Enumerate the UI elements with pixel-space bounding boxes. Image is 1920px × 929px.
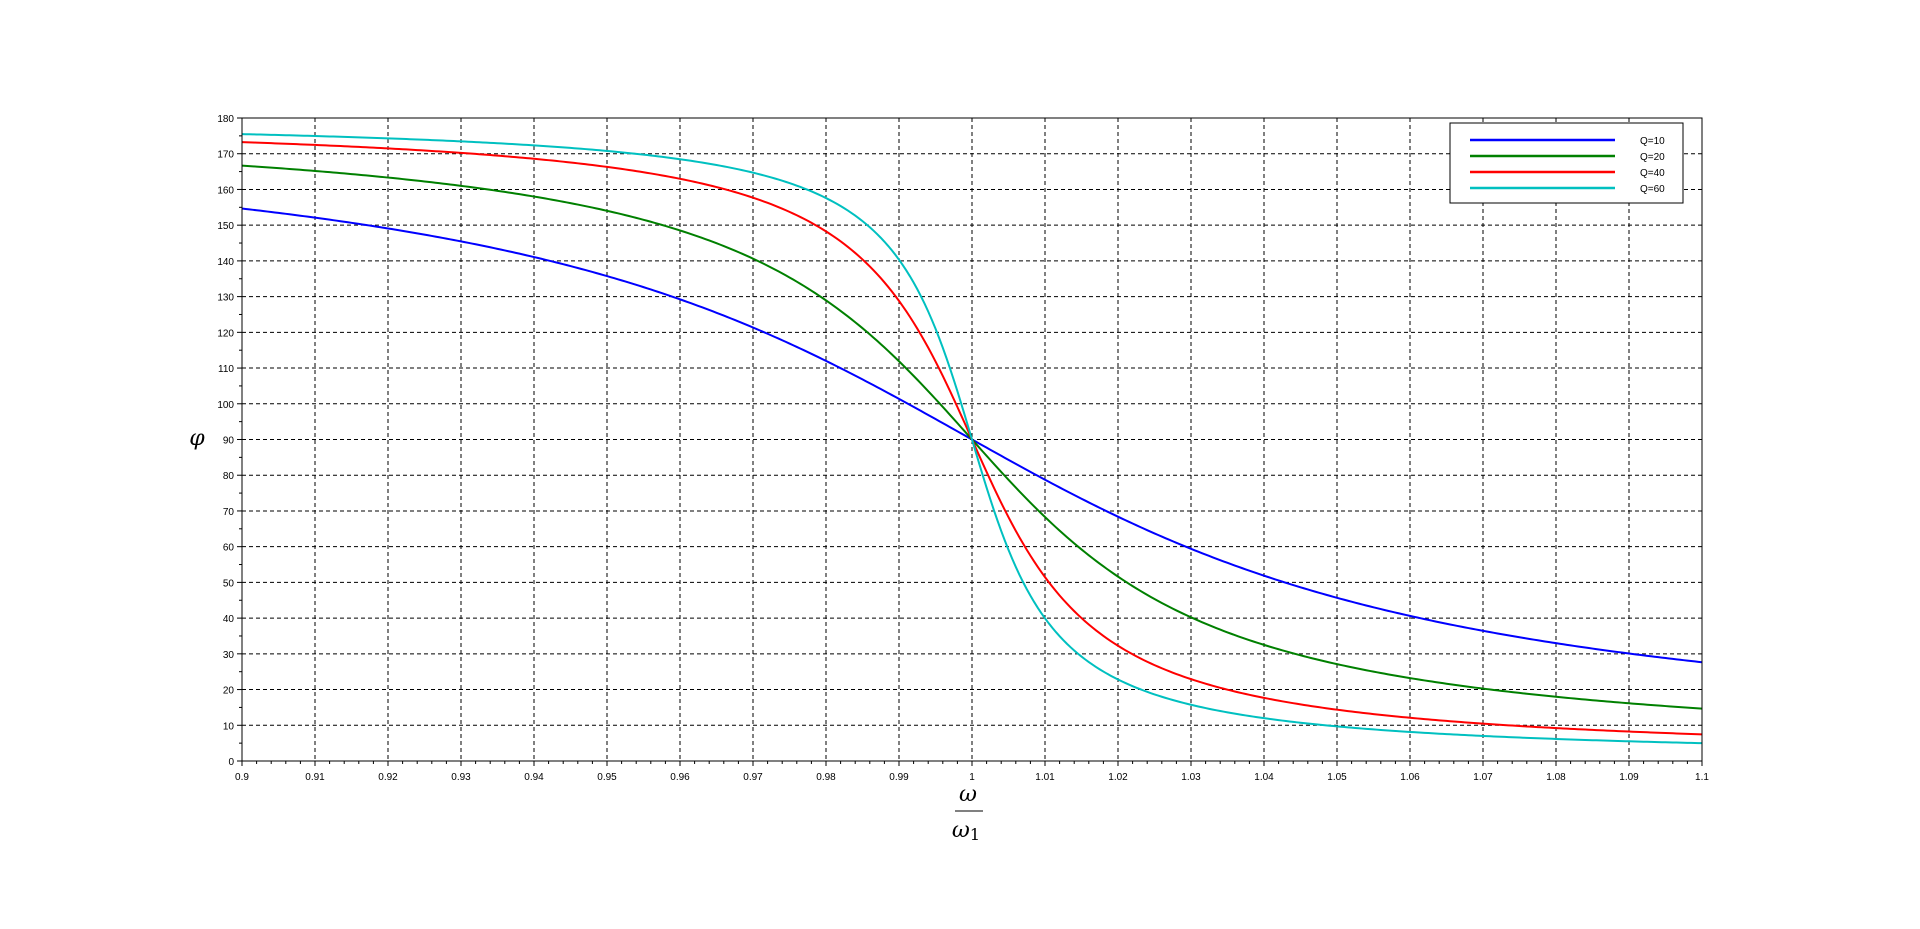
x-tick-label: 1.07 bbox=[1473, 772, 1493, 783]
x-tick-label: 1.05 bbox=[1327, 772, 1347, 783]
x-tick-label: 1.03 bbox=[1181, 772, 1201, 783]
y-tick-label: 170 bbox=[217, 150, 234, 161]
x-tick-label: 0.99 bbox=[889, 772, 909, 783]
legend-label-q-20: Q=20 bbox=[1640, 152, 1665, 163]
legend-label-q-40: Q=40 bbox=[1640, 168, 1665, 179]
x-tick-label: 0.94 bbox=[524, 772, 544, 783]
legend-box bbox=[1449, 122, 1684, 204]
x-tick-label: 0.92 bbox=[378, 772, 398, 783]
y-tick-label: 90 bbox=[223, 436, 235, 447]
y-tick-label: 150 bbox=[217, 221, 234, 232]
y-tick-label: 20 bbox=[223, 686, 235, 697]
x-tick-label: 0.97 bbox=[743, 772, 763, 783]
x-tick-label: 1.01 bbox=[1035, 772, 1055, 783]
x-axis-label-denominator-base: ω bbox=[952, 818, 970, 843]
x-tick-label: 1.1 bbox=[1695, 772, 1709, 783]
legend-label-q-60: Q=60 bbox=[1640, 184, 1665, 195]
grid bbox=[242, 118, 1702, 761]
y-tick-label: 120 bbox=[217, 328, 234, 339]
y-tick-label: 30 bbox=[223, 650, 235, 661]
y-tick-label: 50 bbox=[223, 578, 235, 589]
y-tick-label: 10 bbox=[223, 721, 235, 732]
x-tick-label: 1.08 bbox=[1546, 772, 1566, 783]
data-curves bbox=[241, 133, 1703, 745]
y-tick-label: 130 bbox=[217, 293, 234, 304]
y-tick-label: 70 bbox=[223, 507, 235, 518]
x-tick-label: 1 bbox=[969, 772, 975, 783]
y-tick-label: 140 bbox=[217, 257, 234, 268]
x-axis-label-denominator-sub: 1 bbox=[970, 825, 980, 844]
x-tick-label: 0.96 bbox=[670, 772, 690, 783]
y-tick-label: 60 bbox=[223, 543, 235, 554]
x-axis-label: ω ω1 bbox=[952, 782, 983, 844]
x-tick-label: 1.09 bbox=[1619, 772, 1639, 783]
x-tick-label: 0.93 bbox=[451, 772, 471, 783]
x-tick-label: 0.9 bbox=[235, 772, 249, 783]
axis-ticks bbox=[237, 117, 1703, 766]
x-tick-labels: 0.9 0.91 0.92 0.93 0.94 0.95 0.96 0.97 0.98 0.99 1… bbox=[235, 772, 1709, 783]
y-tick-label: 0 bbox=[228, 757, 234, 768]
y-tick-label: 180 bbox=[217, 114, 234, 125]
y-axis-label: φ bbox=[189, 426, 205, 451]
legend-label-q-10: Q=10 bbox=[1640, 136, 1665, 147]
x-tick-label: 0.95 bbox=[597, 772, 617, 783]
y-tick-label: 110 bbox=[218, 364, 234, 375]
y-tick-label: 80 bbox=[223, 471, 235, 482]
x-axis-label-denominator: ω1 bbox=[952, 818, 980, 844]
y-tick-label: 160 bbox=[217, 185, 234, 196]
x-tick-label: 1.04 bbox=[1254, 772, 1274, 783]
x-axis-label-numerator: ω bbox=[959, 782, 977, 807]
series-line-q-60 bbox=[241, 133, 1703, 745]
x-tick-label: 1.02 bbox=[1108, 772, 1128, 783]
x-tick-label: 1.06 bbox=[1400, 772, 1420, 783]
y-tick-labels: 0 10 20 30 40 50 60 70 80 90 100 110 120 130 140 150 160… bbox=[217, 114, 234, 768]
y-tick-label: 100 bbox=[217, 400, 234, 411]
x-tick-label: 0.98 bbox=[816, 772, 836, 783]
y-tick-label: 40 bbox=[223, 614, 235, 625]
legend-entries: Q=10 Q=20 Q=40 Q=60 bbox=[1470, 136, 1665, 195]
legend: Q=10 Q=20 Q=40 Q=60 bbox=[1449, 122, 1684, 204]
x-tick-label: 0.91 bbox=[305, 772, 325, 783]
